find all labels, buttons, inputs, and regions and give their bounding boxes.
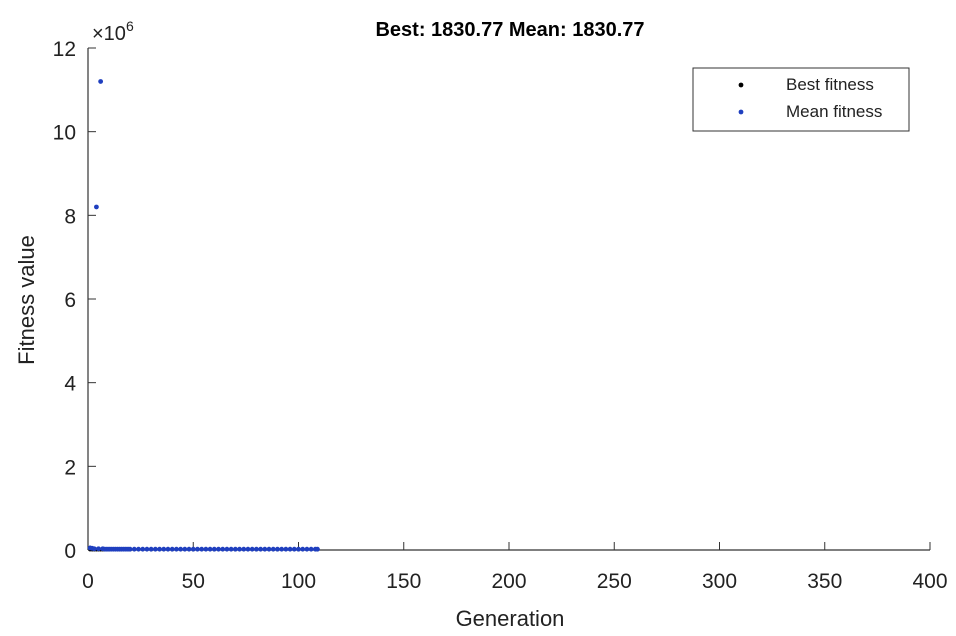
mean-fitness-point (308, 546, 314, 552)
mean-fitness-point (291, 546, 297, 552)
x-tick-label: 100 (281, 570, 316, 593)
legend-label: Best fitness (786, 75, 874, 94)
data-points (87, 79, 320, 552)
chart-title: Best: 1830.77 Mean: 1830.77 (375, 19, 644, 41)
mean-fitness-point (195, 546, 200, 552)
mean-fitness-point (161, 546, 167, 552)
mean-fitness-point (157, 546, 162, 552)
mean-fitness-point (300, 546, 306, 552)
mean-fitness-point (91, 546, 97, 552)
mean-fitness-point (275, 546, 280, 552)
y-tick-label: 6 (64, 289, 76, 312)
y-tick-label: 2 (64, 456, 76, 479)
mean-fitness-point (186, 546, 192, 552)
x-tick-label: 50 (182, 570, 205, 593)
y-exponent-power: 6 (126, 18, 134, 34)
y-tick-label: 8 (64, 205, 76, 228)
y-tick-label: 4 (64, 373, 76, 396)
y-tick-label: 10 (53, 122, 76, 145)
mean-fitness-point (169, 546, 175, 552)
mean-fitness-point (237, 546, 242, 552)
legend-marker (738, 82, 744, 88)
y-tick-label: 12 (53, 38, 76, 61)
y-exponent-base: ×10 (92, 23, 126, 45)
mean-fitness-point (258, 546, 264, 552)
x-tick-label: 200 (491, 570, 526, 593)
x-tick-label: 350 (807, 570, 842, 593)
mean-fitness-point (228, 546, 234, 552)
x-tick-label: 300 (702, 570, 737, 593)
series-1 (87, 79, 320, 552)
mean-fitness-point (190, 546, 196, 552)
mean-fitness-point (199, 546, 205, 552)
mean-fitness-point (315, 546, 320, 552)
mean-fitness-point (220, 546, 226, 552)
mean-fitness-point (232, 546, 238, 552)
legend-box (692, 67, 910, 132)
x-tick-label: 0 (82, 570, 94, 593)
mean-fitness-point (203, 546, 209, 552)
mean-fitness-point (283, 546, 289, 552)
mean-fitness-point (254, 546, 259, 552)
mean-fitness-point (262, 546, 268, 552)
mean-fitness-point (207, 546, 213, 552)
mean-fitness-point (98, 79, 104, 84)
mean-fitness-point (165, 546, 171, 552)
mean-fitness-point (266, 546, 272, 552)
y-tick-label: 0 (64, 540, 76, 563)
legend-marker (738, 109, 744, 115)
x-axis-label: Generation (456, 606, 565, 631)
y-exponent-label: ×106 (92, 18, 134, 45)
mean-fitness-point (144, 546, 150, 552)
mean-fitness-point (131, 546, 137, 552)
mean-fitness-point (245, 546, 251, 552)
x-tick-label: 150 (386, 570, 421, 593)
y-axis-label: Fitness value (14, 235, 39, 365)
mean-fitness-point (140, 546, 146, 552)
x-tick-label: 250 (597, 570, 632, 593)
ticks: 0 50 100 150 200 250 300 350 400 0 2 4 6 8 10 12 (53, 38, 948, 593)
mean-fitness-point (178, 546, 184, 552)
mean-fitness-point (296, 546, 301, 552)
mean-fitness-point (224, 546, 230, 552)
mean-fitness-point (96, 546, 101, 552)
mean-fitness-point (304, 546, 310, 552)
mean-fitness-point (94, 204, 99, 210)
mean-fitness-point (249, 546, 255, 552)
mean-fitness-point (127, 546, 133, 552)
legend: Best fitness Mean fitness (692, 67, 910, 132)
mean-fitness-point (279, 546, 285, 552)
x-tick-label: 400 (912, 570, 947, 593)
mean-fitness-point (152, 546, 158, 552)
mean-fitness-point (241, 546, 247, 552)
mean-fitness-point (136, 546, 141, 552)
mean-fitness-point (287, 546, 293, 552)
mean-fitness-point (216, 546, 221, 552)
mean-fitness-point (148, 546, 154, 552)
mean-fitness-point (270, 546, 276, 552)
mean-fitness-point (174, 546, 179, 552)
legend-label: Mean fitness (786, 102, 882, 121)
mean-fitness-point (211, 546, 217, 552)
mean-fitness-point (182, 546, 188, 552)
